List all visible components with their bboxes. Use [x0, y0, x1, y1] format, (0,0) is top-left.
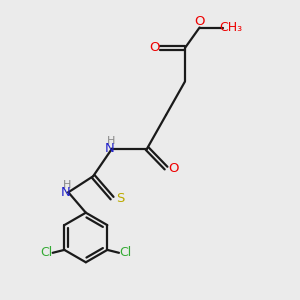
Text: S: S	[116, 192, 124, 205]
Text: O: O	[194, 15, 205, 28]
Text: Cl: Cl	[40, 246, 52, 259]
Text: H: H	[63, 180, 71, 190]
Text: Cl: Cl	[119, 246, 131, 259]
Text: CH₃: CH₃	[219, 21, 242, 34]
Text: N: N	[105, 142, 115, 155]
Text: O: O	[168, 162, 178, 175]
Text: H: H	[106, 136, 115, 146]
Text: O: O	[150, 41, 160, 54]
Text: N: N	[61, 186, 71, 199]
